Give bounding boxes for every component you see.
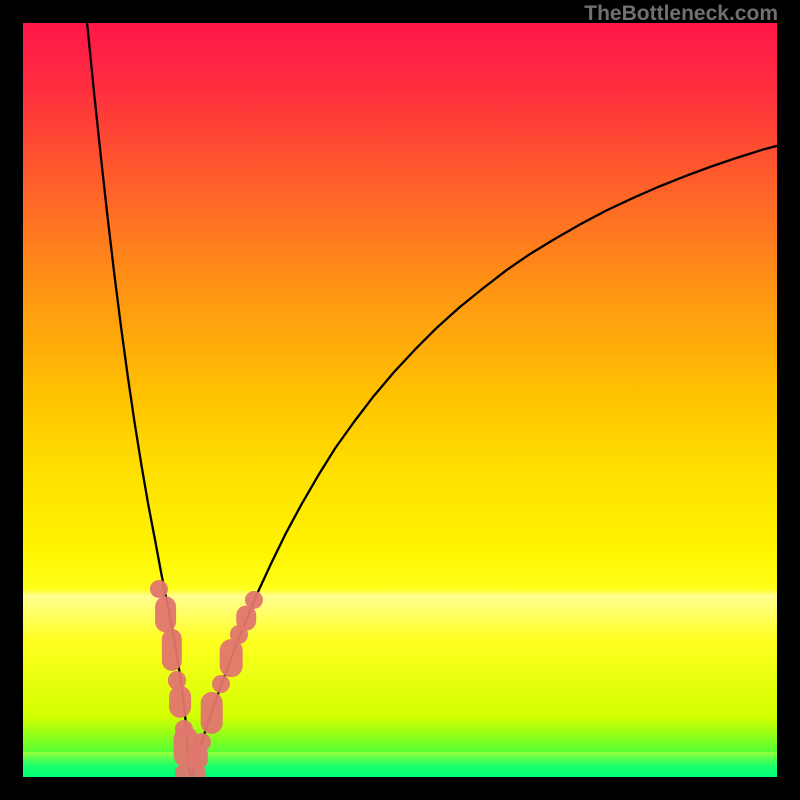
data-marker xyxy=(220,639,243,677)
bottleneck-curve xyxy=(87,23,777,775)
data-marker xyxy=(236,605,256,630)
data-marker xyxy=(161,628,181,670)
data-marker xyxy=(155,596,177,631)
data-marker xyxy=(200,692,223,734)
watermark-text: TheBottleneck.com xyxy=(584,2,778,26)
plot-area xyxy=(23,23,777,777)
data-marker xyxy=(169,685,191,717)
chart-frame: { "watermark": { "text": "TheBottleneck.… xyxy=(0,0,800,800)
curve-layer xyxy=(23,23,777,777)
